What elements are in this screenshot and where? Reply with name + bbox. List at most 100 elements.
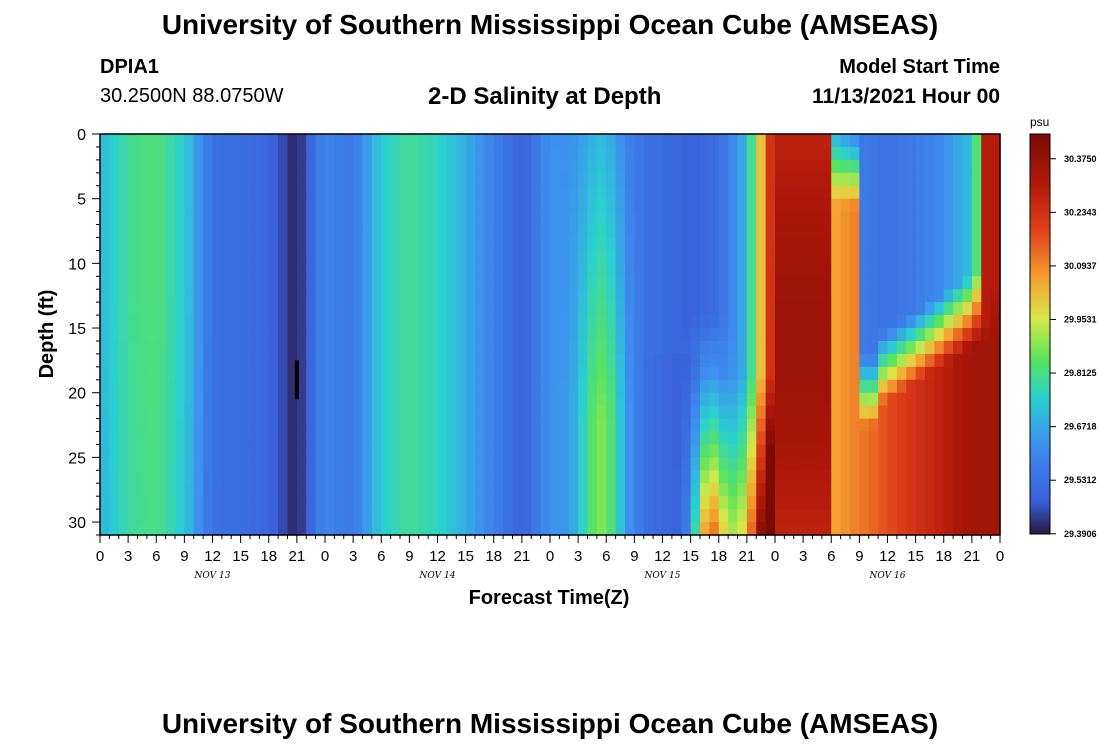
heatmap-cell [315, 302, 326, 316]
heatmap-cell [259, 470, 270, 484]
heatmap-cell [962, 289, 973, 303]
heatmap-cell [634, 340, 645, 355]
heatmap-cell [812, 289, 823, 303]
heatmap-cell [268, 522, 279, 536]
heatmap-cell [850, 198, 860, 213]
heatmap-cell [137, 444, 148, 458]
heatmap-cell [193, 340, 204, 355]
heatmap-cell [315, 328, 326, 342]
heatmap-cell [671, 470, 682, 484]
heatmap-cell [653, 353, 664, 368]
heatmap-cell [521, 431, 532, 446]
heatmap-cell [756, 457, 767, 471]
heatmap-cell [268, 198, 279, 213]
heatmap-cell [531, 237, 542, 252]
heatmap-cell [737, 237, 748, 252]
heatmap-cell [493, 185, 504, 200]
heatmap-cell [821, 328, 832, 342]
heatmap-cell [484, 328, 495, 342]
heatmap-cell [559, 134, 570, 148]
heatmap-cell [343, 431, 354, 446]
heatmap-cell [353, 496, 364, 510]
heatmap-cell [109, 328, 120, 342]
heatmap-cell [943, 366, 954, 381]
heatmap-cell [625, 470, 635, 484]
heatmap-cell [756, 444, 767, 458]
heatmap-cell [409, 379, 420, 394]
heatmap-cell [625, 522, 635, 536]
heatmap-cell [793, 263, 804, 277]
heatmap-cell [934, 276, 945, 290]
heatmap-cell [840, 366, 851, 381]
heatmap-cell [662, 457, 673, 471]
heatmap-cell [559, 237, 570, 252]
heatmap-cell [109, 224, 120, 239]
heatmap-cell [512, 302, 523, 316]
heatmap-cell [606, 328, 617, 342]
heatmap-cell [578, 159, 589, 174]
heatmap-cell [718, 250, 729, 264]
y-tick-label: 10 [68, 256, 86, 273]
heatmap-cell [540, 302, 551, 316]
heatmap-cell [615, 457, 626, 471]
heatmap-cell [278, 134, 289, 148]
heatmap-cell [943, 276, 954, 290]
heatmap-cell [175, 159, 185, 174]
heatmap-cell [643, 185, 654, 200]
heatmap-cell [737, 172, 748, 187]
heatmap-cell [840, 509, 851, 523]
heatmap-cell [437, 431, 448, 446]
heatmap-cell [643, 366, 654, 381]
heatmap-cell [728, 353, 739, 368]
heatmap-cell [193, 379, 204, 394]
heatmap-cell [915, 211, 926, 226]
heatmap-cell [409, 224, 420, 239]
heatmap-cell [859, 289, 870, 303]
heatmap-cell [156, 250, 167, 264]
heatmap-cell [175, 134, 185, 148]
heatmap-cell [878, 366, 889, 381]
heatmap-cell [850, 302, 860, 316]
heatmap-cell [343, 483, 354, 497]
heatmap-cell [165, 185, 176, 200]
heatmap-cell [615, 522, 626, 536]
heatmap-cell [371, 315, 382, 329]
heatmap-cell [653, 522, 664, 536]
heatmap-cell [653, 444, 664, 458]
heatmap-cell [793, 237, 804, 252]
heatmap-cell [446, 237, 457, 252]
heatmap-cell [709, 134, 720, 148]
heatmap-cell [559, 405, 570, 420]
heatmap-cell [878, 328, 889, 342]
heatmap-cell [475, 302, 485, 316]
heatmap-cell [568, 509, 579, 523]
heatmap-cell [718, 172, 729, 187]
heatmap-cell [868, 496, 879, 510]
heatmap-cell [887, 237, 898, 252]
heatmap-cell [568, 366, 579, 381]
heatmap-cell [259, 431, 270, 446]
heatmap-cell [840, 418, 851, 433]
heatmap-cell [615, 198, 626, 213]
heatmap-cell [390, 237, 401, 252]
heatmap-cell [512, 198, 523, 213]
heatmap-cell [784, 353, 795, 368]
heatmap-cell [653, 172, 664, 187]
heatmap-cell [728, 522, 739, 536]
heatmap-cell [278, 276, 289, 290]
heatmap-cell [981, 263, 992, 277]
heatmap-cell [681, 483, 692, 497]
heatmap-cell [756, 405, 767, 420]
heatmap-cell [568, 457, 579, 471]
heatmap-cell [887, 431, 898, 446]
heatmap-cell [400, 470, 410, 484]
heatmap-cell [765, 289, 776, 303]
heatmap-cell [634, 328, 645, 342]
heatmap-cell [156, 444, 167, 458]
heatmap-cell [709, 431, 720, 446]
heatmap-cell [118, 496, 129, 510]
heatmap-cell [615, 315, 626, 329]
heatmap-cell [175, 483, 185, 497]
heatmap-cell [728, 185, 739, 200]
heatmap-cell [334, 211, 345, 226]
